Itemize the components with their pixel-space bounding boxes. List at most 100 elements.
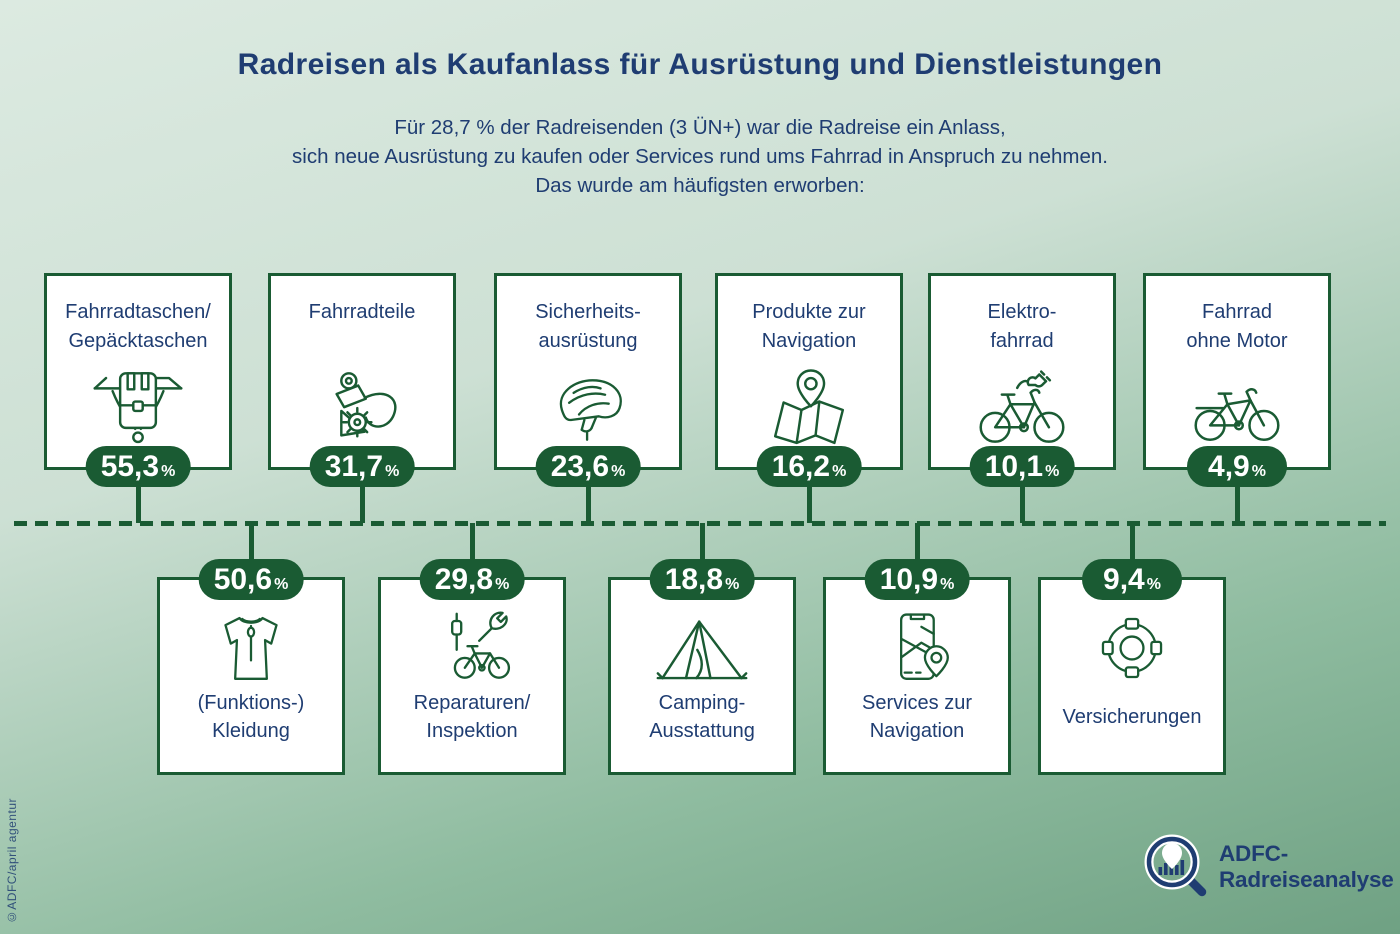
card-label-line: Services zur [861, 691, 973, 714]
card-fahrrad-ohne-motor: Fahrrad ohne Motor 4,9% [1143, 273, 1331, 523]
derailleur-icon [271, 360, 453, 460]
percent-sign: % [725, 576, 740, 593]
card-label: (Funktions-) Kleidung [160, 686, 342, 748]
copyright-credit: ©ADFC/april agentur [5, 797, 19, 924]
connector-line [248, 523, 254, 581]
percentage-badge: 16,2% [756, 446, 862, 487]
card-label-line: ohne Motor [1186, 329, 1288, 352]
subtitle-line: Für 28,7 % der Radreisenden (3 ÜN+) war … [394, 116, 1006, 139]
card-label: Fahrradteile [271, 298, 453, 327]
percentage-value: 16,2 [771, 450, 831, 483]
percentage-value: 55,3 [100, 450, 160, 483]
percentage-badge: 10,9% [864, 559, 970, 600]
percentage-value: 18,8 [664, 563, 724, 596]
card-label-line: Produkte zur [752, 301, 866, 323]
percent-sign: % [161, 463, 176, 480]
percent-sign: % [495, 576, 510, 593]
card-label-line: Fahrrad [1201, 301, 1273, 323]
card-label-line: fahrrad [990, 329, 1054, 352]
card-label-line: Inspektion [426, 720, 518, 742]
helmet-icon [497, 360, 679, 460]
percentage-badge: 31,7% [309, 446, 415, 487]
card-reparaturen: 29,8% Reparaturen/ Inspektion [378, 523, 566, 775]
percentage-badge: 55,3% [85, 446, 191, 487]
card-label-line: Fahrradteile [308, 301, 416, 323]
connector-line [806, 466, 812, 523]
card-label: Elektro- fahrrad [931, 298, 1113, 355]
adfc-radreiseanalyse-logo: ADFC-Radreiseanalyse [1142, 833, 1400, 902]
card-fahrradtaschen: Fahrradtaschen/ Gepäcktaschen 55,3% [44, 273, 232, 523]
card-label: Sicherheits- ausrüstung [497, 298, 679, 355]
percent-sign: % [385, 463, 400, 480]
card-label: Versicherungen [1041, 686, 1223, 748]
repair-tools-icon [381, 602, 563, 694]
percentage-value: 10,1 [984, 450, 1044, 483]
card-sicherheitsausruestung: Sicherheits- ausrüstung 23,6% [494, 273, 682, 523]
connector-line [1234, 466, 1240, 523]
card-label: Reparaturen/ Inspektion [381, 686, 563, 748]
card-label-line: Kleidung [212, 720, 290, 742]
card-label-line: Gepäcktaschen [68, 329, 208, 352]
percent-sign: % [1146, 576, 1161, 593]
card-label-line: Navigation [869, 720, 965, 742]
card-label: Fahrrad ohne Motor [1146, 298, 1328, 355]
map-pin-icon [718, 360, 900, 460]
card-camping: 18,8% Camping- Ausstattung [608, 523, 796, 775]
percent-sign: % [1045, 463, 1060, 480]
card-kleidung: 50,6% (Funktions-) Kleidung [157, 523, 345, 775]
card-label: Produkte zur Navigation [718, 298, 900, 355]
percent-sign: % [611, 463, 626, 480]
card-versicherungen: 9,4% Versicherungen [1038, 523, 1226, 775]
connector-line [699, 523, 705, 581]
percentage-value: 10,9 [879, 563, 939, 596]
page-subtitle: Für 28,7 % der Radreisenden (3 ÜN+) war … [0, 113, 1400, 200]
card-label-line: ausrüstung [538, 329, 638, 352]
card-label: Services zur Navigation [826, 686, 1008, 748]
tent-icon [611, 602, 793, 694]
percentage-badge: 50,6% [198, 559, 304, 600]
connector-line [135, 466, 141, 523]
card-label-line: Reparaturen/ [413, 691, 531, 714]
percentage-value: 50,6 [213, 563, 273, 596]
percentage-badge: 9,4% [1082, 559, 1182, 600]
percentage-badge: 29,8% [419, 559, 525, 600]
card-label-line: Navigation [761, 329, 857, 352]
pannier-bag-icon [47, 360, 229, 460]
percentage-badge: 10,1% [969, 446, 1075, 487]
percentage-value: 9,4 [1103, 563, 1145, 596]
percentage-badge: 23,6% [535, 446, 641, 487]
connector-line [1129, 523, 1135, 581]
bicycle-icon [1146, 360, 1328, 460]
connector-line [1019, 466, 1025, 523]
connector-line [914, 523, 920, 581]
card-label-line: Ausstattung [649, 720, 755, 742]
card-label: Camping- Ausstattung [611, 686, 793, 748]
page-title: Radreisen als Kaufanlass für Ausrüstung … [237, 48, 1163, 81]
card-produkte-navigation: Produkte zur Navigation 16,2% [715, 273, 903, 523]
jersey-icon [160, 602, 342, 694]
ebike-icon [931, 360, 1113, 460]
card-label-line: (Funktions-) [197, 691, 305, 714]
card-services-navigation: 10,9% Services zur Navigation [823, 523, 1011, 775]
percentage-value: 29,8 [434, 563, 494, 596]
phone-navigation-icon [826, 602, 1008, 694]
timeline-dashed-line [14, 521, 1386, 526]
card-fahrradteile: Fahrradteile 31,7% [268, 273, 456, 523]
lifebuoy-icon [1041, 602, 1223, 694]
connector-line [359, 466, 365, 523]
percent-sign: % [832, 463, 847, 480]
card-label-line: Camping- [658, 691, 746, 714]
percentage-value: 23,6 [550, 450, 610, 483]
magnifier-chart-icon [1142, 833, 1212, 902]
percentage-value: 31,7 [324, 450, 384, 483]
percent-sign: % [1251, 463, 1266, 480]
card-label: Fahrradtaschen/ Gepäcktaschen [47, 298, 229, 355]
card-label-line: Fahrradtaschen/ [65, 301, 211, 323]
card-label-line: Elektro- [987, 301, 1057, 323]
percent-sign: % [940, 576, 955, 593]
percentage-value: 4,9 [1208, 450, 1250, 483]
logo-text: ADFC-Radreiseanalyse [1219, 841, 1394, 892]
connector-line [469, 523, 475, 581]
percent-sign: % [274, 576, 289, 593]
card-label-line: Versicherungen [1062, 705, 1202, 728]
